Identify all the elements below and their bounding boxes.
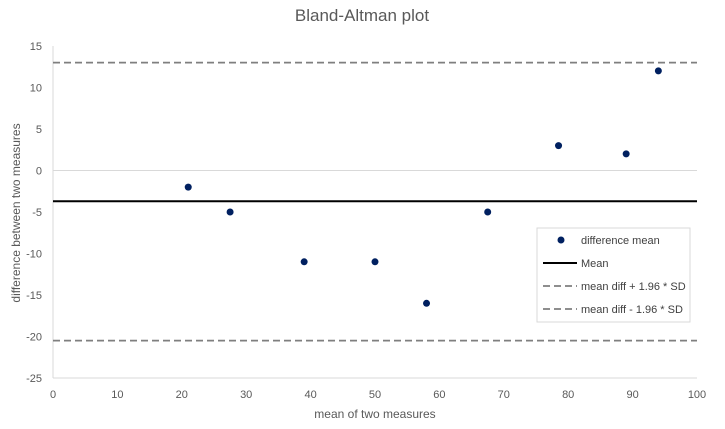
legend-label: mean diff - 1.96 * SD bbox=[581, 304, 683, 316]
data-point bbox=[484, 208, 492, 216]
x-tick-label: 20 bbox=[176, 389, 188, 401]
y-axis-title: difference between two measures bbox=[9, 123, 23, 302]
x-tick-label: 30 bbox=[240, 389, 252, 401]
x-tick-label: 90 bbox=[626, 389, 638, 401]
x-tick-label: 100 bbox=[688, 389, 706, 401]
x-tick-label: 0 bbox=[50, 389, 56, 401]
legend-label: Mean bbox=[581, 258, 609, 270]
x-tick-label: 60 bbox=[433, 389, 445, 401]
data-point bbox=[184, 183, 192, 191]
data-point bbox=[654, 67, 662, 75]
y-tick-label: 15 bbox=[30, 41, 42, 53]
x-tick-label: 80 bbox=[562, 389, 574, 401]
y-tick-label: -20 bbox=[26, 332, 42, 344]
data-point bbox=[226, 208, 234, 216]
x-tick-label: 40 bbox=[304, 389, 316, 401]
y-tick-label: 10 bbox=[30, 83, 42, 95]
data-points bbox=[184, 67, 662, 307]
data-point bbox=[371, 258, 379, 266]
y-tick-label: -5 bbox=[32, 207, 42, 219]
chart-title: Bland-Altman plot bbox=[295, 6, 429, 25]
legend-label: difference mean bbox=[581, 235, 660, 247]
legend-box bbox=[536, 227, 691, 323]
x-tick-label: 70 bbox=[498, 389, 510, 401]
data-point bbox=[555, 142, 563, 150]
legend-marker bbox=[557, 236, 565, 244]
data-point bbox=[423, 299, 431, 307]
reference-lines bbox=[53, 61, 697, 342]
plot-area: -25 -20 -15 -10 -5 0 5 10 15 0 10 20 30 40 50 60 70 80 90 1… bbox=[26, 41, 706, 401]
data-point bbox=[300, 258, 308, 266]
y-tick-label: -15 bbox=[26, 290, 42, 302]
legend: difference mean Mean mean diff + 1.96 * SD… bbox=[536, 227, 691, 323]
x-tick-label: 10 bbox=[111, 389, 123, 401]
y-tick-label: 0 bbox=[36, 166, 42, 178]
x-axis-title: mean of two measures bbox=[314, 407, 435, 421]
legend-label: mean diff + 1.96 * SD bbox=[581, 281, 686, 293]
y-tick-label: 5 bbox=[36, 124, 42, 136]
data-point bbox=[622, 150, 630, 158]
y-tick-label: -25 bbox=[26, 373, 42, 385]
y-tick-label: -10 bbox=[26, 249, 42, 261]
x-tick-label: 50 bbox=[369, 389, 381, 401]
